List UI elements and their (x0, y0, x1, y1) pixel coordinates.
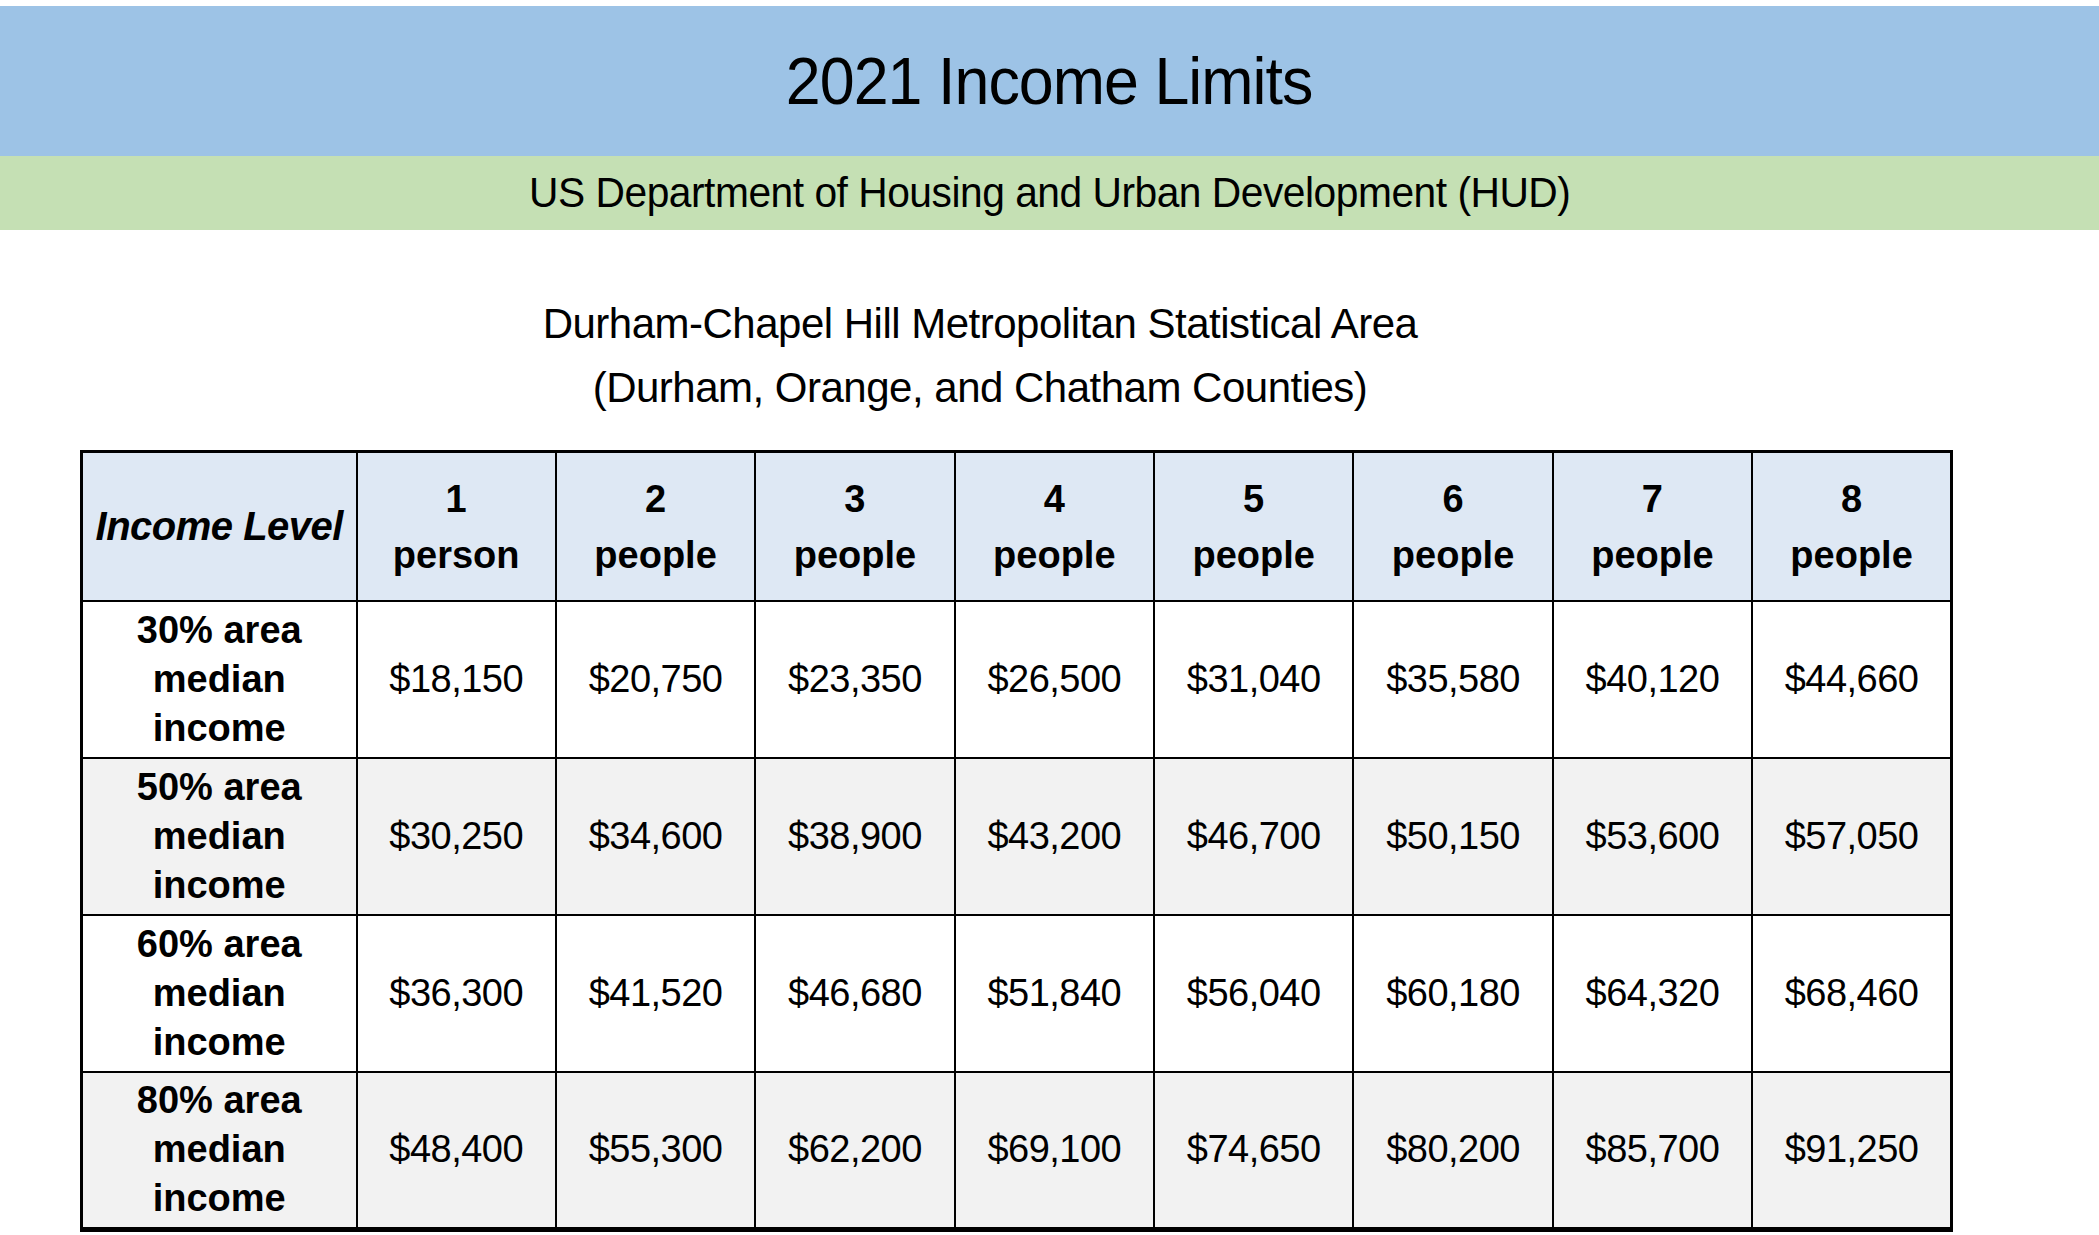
org-banner: US Department of Housing and Urban Devel… (0, 156, 2099, 230)
table-row-50pct: 50% area median income $30,250 $34,600 $… (82, 758, 1952, 915)
table-cell: $69,100 (955, 1072, 1154, 1229)
table-cell: $85,700 (1553, 1072, 1752, 1229)
area-title-line1: Durham-Chapel Hill Metropolitan Statisti… (0, 292, 1960, 356)
column-header-unit: people (756, 527, 953, 583)
title-banner: 2021 Income Limits (0, 6, 2099, 156)
table-row-80pct: 80% area median income $48,400 $55,300 $… (82, 1072, 1952, 1229)
table-cell: $31,040 (1154, 601, 1353, 758)
table-cell: $23,350 (755, 601, 954, 758)
org-banner-text: US Department of Housing and Urban Devel… (529, 169, 1570, 217)
table-header-row: Income Level 1 person 2 people 3 people … (82, 452, 1952, 602)
table-cell: $46,700 (1154, 758, 1353, 915)
table-cell: $34,600 (556, 758, 755, 915)
table-row-30pct: 30% area median income $18,150 $20,750 $… (82, 601, 1952, 758)
table-cell: $53,600 (1553, 758, 1752, 915)
column-header-unit: people (557, 527, 754, 583)
table-cell: $41,520 (556, 915, 755, 1072)
table-cell: $48,400 (357, 1072, 556, 1229)
table-cell: $30,250 (357, 758, 556, 915)
column-header-number: 2 (557, 471, 754, 527)
area-title: Durham-Chapel Hill Metropolitan Statisti… (0, 292, 1960, 420)
table-cell: $40,120 (1553, 601, 1752, 758)
table-row-60pct: 60% area median income $36,300 $41,520 $… (82, 915, 1952, 1072)
column-header-6-people: 6 people (1353, 452, 1552, 602)
table-cell: $68,460 (1752, 915, 1951, 1072)
column-header-3-people: 3 people (755, 452, 954, 602)
table-cell: $18,150 (357, 601, 556, 758)
column-header-5-people: 5 people (1154, 452, 1353, 602)
page-title: 2021 Income Limits (786, 43, 1313, 119)
table-cell: $46,680 (755, 915, 954, 1072)
row-label: 80% area median income (82, 1072, 357, 1229)
table-cell: $36,300 (357, 915, 556, 1072)
table-cell: $38,900 (755, 758, 954, 915)
column-header-number: 7 (1554, 471, 1751, 527)
column-header-unit: people (1354, 527, 1551, 583)
column-header-number: 5 (1155, 471, 1352, 527)
table-cell: $50,150 (1353, 758, 1552, 915)
table-cell: $20,750 (556, 601, 755, 758)
row-label: 60% area median income (82, 915, 357, 1072)
table-cell: $44,660 (1752, 601, 1951, 758)
table-cell: $64,320 (1553, 915, 1752, 1072)
column-header-unit: people (956, 527, 1153, 583)
table-cell: $60,180 (1353, 915, 1552, 1072)
column-header-number: 3 (756, 471, 953, 527)
income-limits-page: 2021 Income Limits US Department of Hous… (0, 0, 2099, 1235)
table-cell: $35,580 (1353, 601, 1552, 758)
table-cell: $56,040 (1154, 915, 1353, 1072)
column-header-unit: people (1753, 527, 1950, 583)
corner-header: Income Level (82, 452, 357, 602)
column-header-1-person: 1 person (357, 452, 556, 602)
table-cell: $57,050 (1752, 758, 1951, 915)
column-header-8-people: 8 people (1752, 452, 1951, 602)
column-header-number: 1 (358, 471, 555, 527)
column-header-7-people: 7 people (1553, 452, 1752, 602)
table-cell: $51,840 (955, 915, 1154, 1072)
column-header-unit: people (1155, 527, 1352, 583)
column-header-number: 8 (1753, 471, 1950, 527)
table-cell: $55,300 (556, 1072, 755, 1229)
area-title-line2: (Durham, Orange, and Chatham Counties) (0, 356, 1960, 420)
column-header-4-people: 4 people (955, 452, 1154, 602)
row-label: 50% area median income (82, 758, 357, 915)
column-header-unit: people (1554, 527, 1751, 583)
table-cell: $91,250 (1752, 1072, 1951, 1229)
column-header-unit: person (358, 527, 555, 583)
row-label: 30% area median income (82, 601, 357, 758)
column-header-number: 4 (956, 471, 1153, 527)
income-limits-table: Income Level 1 person 2 people 3 people … (80, 450, 1953, 1232)
table-cell: $74,650 (1154, 1072, 1353, 1229)
table-cell: $80,200 (1353, 1072, 1552, 1229)
column-header-2-people: 2 people (556, 452, 755, 602)
table-cell: $43,200 (955, 758, 1154, 915)
table-cell: $26,500 (955, 601, 1154, 758)
column-header-number: 6 (1354, 471, 1551, 527)
table-cell: $62,200 (755, 1072, 954, 1229)
